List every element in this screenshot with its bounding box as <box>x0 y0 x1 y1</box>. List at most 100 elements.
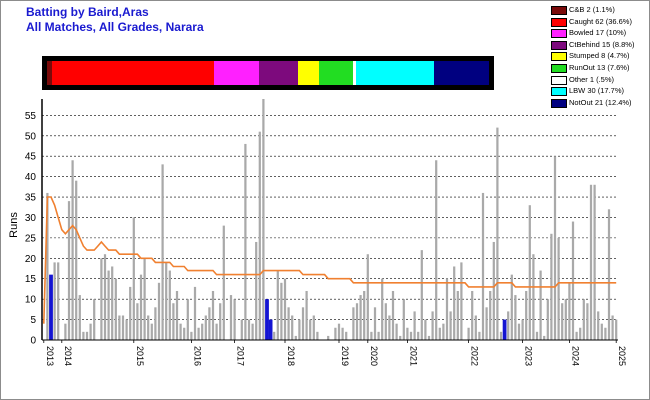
score-bar <box>154 307 157 340</box>
score-bar <box>107 270 110 340</box>
score-bar <box>568 282 571 340</box>
score-bar <box>215 323 218 340</box>
x-tick-label: 2017 <box>236 346 246 366</box>
legend-label: CtBehind 15 (8.8%) <box>569 39 635 49</box>
x-tick-label: 2023 <box>524 346 534 366</box>
score-bar <box>244 143 247 340</box>
legend-swatch <box>551 87 567 97</box>
score-bar <box>546 299 549 340</box>
score-bar <box>499 331 503 340</box>
score-bar <box>157 282 161 340</box>
score-bar <box>564 299 567 340</box>
score-bar <box>165 262 168 340</box>
score-bar <box>211 290 215 340</box>
score-bar <box>417 331 420 340</box>
legend-item: Other 1 (.5%) <box>551 75 649 86</box>
dismissal-segment <box>258 61 299 85</box>
score-bar <box>363 290 366 340</box>
score-bar <box>255 241 258 340</box>
score-bar <box>103 254 107 340</box>
score-bar <box>183 327 186 340</box>
score-bar <box>85 331 89 340</box>
legend-label: LBW 30 (17.7%) <box>569 86 625 96</box>
x-tick-label: 2018 <box>286 346 296 366</box>
score-bar <box>395 323 398 340</box>
score-bar <box>384 303 387 340</box>
score-bar <box>402 299 405 340</box>
score-bar <box>147 315 150 340</box>
score-bar <box>413 311 416 340</box>
score-bar <box>607 209 611 340</box>
score-bar <box>294 335 297 340</box>
score-bar <box>445 278 449 340</box>
score-bar <box>388 315 391 340</box>
score-bar <box>276 270 279 340</box>
legend-swatch <box>551 52 567 62</box>
average-line <box>43 196 617 324</box>
score-bar <box>485 307 488 340</box>
score-bar <box>139 274 143 340</box>
score-bar <box>528 205 531 340</box>
score-bar <box>589 184 593 340</box>
score-bar <box>193 286 197 340</box>
legend-swatch <box>551 98 567 108</box>
score-bar <box>273 331 276 340</box>
score-bar <box>561 303 564 340</box>
score-bar <box>305 290 308 340</box>
score-bar <box>301 307 305 340</box>
score-bar <box>345 331 348 340</box>
x-tick-label: 2019 <box>340 346 350 366</box>
dismissal-segment <box>298 61 319 85</box>
legend-label: C&B 2 (1.1%) <box>569 5 615 14</box>
score-bar <box>89 323 92 340</box>
score-bar <box>222 225 225 340</box>
score-bar <box>615 319 618 340</box>
legend-label: Other 1 (.5%) <box>569 74 615 84</box>
score-bar <box>600 323 603 340</box>
y-tick-label: 45 <box>25 152 37 163</box>
legend-item: Caught 62 (36.6%) <box>551 17 649 28</box>
legend-swatch <box>551 75 567 85</box>
score-bar <box>409 331 413 340</box>
legend-swatch <box>551 29 567 39</box>
score-bar <box>489 290 492 340</box>
score-bar <box>539 270 542 340</box>
y-tick-label: 5 <box>30 315 36 326</box>
score-bar <box>125 319 128 340</box>
score-bar <box>53 262 56 340</box>
score-bar <box>100 258 103 340</box>
y-tick-label: 35 <box>25 193 37 204</box>
not-out-bar <box>49 274 53 340</box>
score-bar <box>514 295 517 340</box>
score-bar <box>557 237 560 340</box>
score-bar <box>478 331 481 340</box>
x-tick-label: 2025 <box>617 346 627 366</box>
score-bar <box>150 323 153 340</box>
x-tick-label: 2014 <box>63 346 73 366</box>
score-bar <box>219 303 222 340</box>
y-axis-label: Runs <box>8 212 20 238</box>
legend-item: RunOut 13 (7.6%) <box>551 63 649 74</box>
score-bar <box>355 303 359 340</box>
score-bar <box>496 127 499 340</box>
score-bar <box>118 315 121 340</box>
legend-swatch <box>551 17 567 27</box>
score-bar <box>114 278 117 340</box>
score-bar <box>287 307 290 340</box>
score-bar <box>460 262 463 340</box>
score-bar <box>327 335 330 340</box>
score-bar <box>532 254 535 340</box>
score-bar <box>521 319 524 340</box>
score-bar <box>370 331 373 340</box>
score-bar <box>420 250 423 340</box>
score-bar <box>435 160 438 340</box>
chart-title: Batting by Baird,Aras <box>26 5 149 19</box>
score-bar <box>75 180 78 340</box>
x-tick-label: 2020 <box>369 346 379 366</box>
score-bar <box>291 315 294 340</box>
legend-swatch <box>551 63 567 73</box>
y-tick-label: 15 <box>25 274 37 285</box>
score-bar <box>377 331 380 340</box>
y-tick-label: 25 <box>25 233 37 244</box>
dismissal-segment <box>353 61 356 85</box>
